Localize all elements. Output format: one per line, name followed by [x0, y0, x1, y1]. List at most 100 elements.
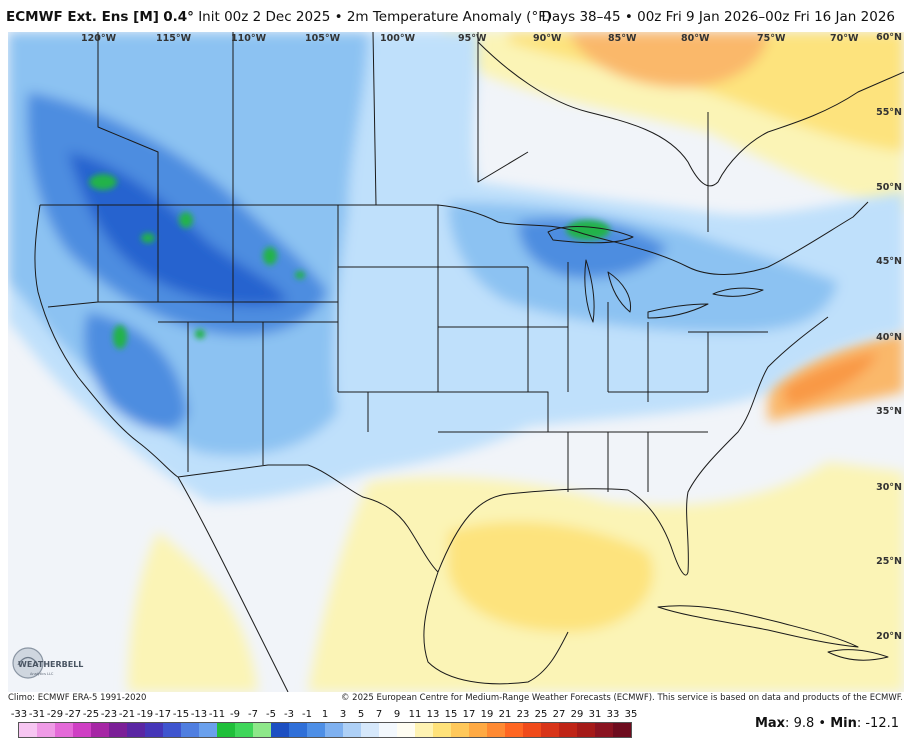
color-scale-swatch — [379, 723, 397, 737]
lat-label-25n: 25°N — [876, 556, 902, 567]
min-value: -12.1 — [865, 716, 899, 731]
warm-hot-atlantic — [783, 352, 878, 407]
warm-anomaly-layer — [128, 32, 904, 692]
lon-label-75w: 75°W — [757, 33, 786, 44]
color-scale-label: -11 — [208, 709, 226, 720]
color-scale-swatch — [325, 723, 343, 737]
lat-label-30n: 30°N — [876, 482, 902, 493]
lon-label-100w: 100°W — [380, 33, 416, 44]
lat-label-45n: 45°N — [876, 256, 902, 267]
color-scale-label: -1 — [302, 709, 312, 720]
color-scale-swatch — [433, 723, 451, 737]
lon-label-85w: 85°W — [608, 33, 637, 44]
warm-core-hudson — [568, 32, 768, 88]
gulf-coast — [437, 316, 829, 576]
color-scale-swatch — [505, 723, 523, 737]
color-scale-swatch — [577, 723, 595, 737]
color-scale-label: -29 — [46, 709, 64, 720]
color-scale-swatch — [451, 723, 469, 737]
color-scale-label: 27 — [552, 709, 566, 720]
color-scale-label: 11 — [408, 709, 422, 720]
color-scale-swatch — [145, 723, 163, 737]
us-canada-border — [40, 201, 869, 275]
color-scale-label: 31 — [588, 709, 602, 720]
color-scale-label: -25 — [82, 709, 100, 720]
color-scale-swatch — [559, 723, 577, 737]
lon-label-105w: 105°W — [305, 33, 341, 44]
extreme-cold-layer — [89, 174, 610, 349]
color-scale-label: 1 — [321, 709, 329, 720]
color-scale-swatch — [307, 723, 325, 737]
color-scale-label: -31 — [28, 709, 46, 720]
color-scale-label: 29 — [570, 709, 584, 720]
max-min-stats: Max: 9.8 • Min: -12.1 — [754, 716, 899, 731]
logo-subtext: Analytics LLC — [30, 672, 54, 676]
color-scale-swatch — [595, 723, 613, 737]
map-canvas — [8, 32, 904, 692]
color-scale-label: -33 — [10, 709, 28, 720]
min-label: Min — [830, 716, 857, 731]
cold-deep-basin — [84, 312, 188, 431]
warm-core-gulf — [448, 521, 654, 632]
model-resolution: 0.4° — [163, 9, 194, 25]
lon-label-120w: 120°W — [81, 33, 117, 44]
lat-label-60n: 60°N — [876, 32, 902, 43]
lon-label-80w: 80°W — [681, 33, 710, 44]
lon-label-110w: 110°W — [231, 33, 267, 44]
color-scale-label: 13 — [426, 709, 440, 720]
extreme-cold-oregon — [141, 233, 155, 243]
mexico-coast — [177, 476, 569, 692]
color-scale-swatch — [235, 723, 253, 737]
extreme-cold-utah — [195, 329, 205, 339]
color-scale-swatch — [109, 723, 127, 737]
color-scale-label: -17 — [154, 709, 172, 720]
color-scale-label: -27 — [64, 709, 82, 720]
footer: Climo: ECMWF ERA-5 1991-2020 © 2025 Euro… — [0, 692, 913, 706]
color-scale-swatch — [613, 723, 631, 737]
color-scale-swatch — [163, 723, 181, 737]
color-scale-label: 7 — [375, 709, 383, 720]
color-scale-label: -15 — [172, 709, 190, 720]
color-scale-swatch — [73, 723, 91, 737]
hispaniola-coast — [827, 649, 889, 661]
extreme-cold-cascades — [89, 174, 117, 190]
model-details: Init 00z 2 Dec 2025 • 2m Temperature Ano… — [198, 9, 552, 25]
color-scale-label: 9 — [393, 709, 401, 720]
color-scale-swatch — [199, 723, 217, 737]
color-scale-label: 19 — [480, 709, 494, 720]
color-scale-label: -7 — [248, 709, 258, 720]
temperature-anomaly-map: 120°W 115°W 110°W 105°W 100°W 95°W 90°W … — [8, 32, 904, 692]
cold-deep-superior — [518, 218, 668, 279]
max-value: 9.8 — [793, 716, 815, 731]
lon-label-115w: 115°W — [156, 33, 192, 44]
canada-provinces — [97, 32, 709, 232]
model-name: ECMWF Ext. Ens [M] — [6, 9, 159, 25]
color-scale-label: -23 — [100, 709, 118, 720]
lon-label-90w: 90°W — [533, 33, 562, 44]
extreme-cold-montana — [295, 271, 305, 279]
copyright-note: © 2025 European Centre for Medium-Range … — [340, 693, 903, 703]
us-state-lines — [47, 205, 768, 492]
color-scale-label: 33 — [606, 709, 620, 720]
color-scale-label: 15 — [444, 709, 458, 720]
map-title: ECMWF Ext. Ens [M] 0.4° Init 00z 2 Dec 2… — [6, 9, 551, 25]
color-scale-label: 3 — [339, 709, 347, 720]
color-scale-swatch — [55, 723, 73, 737]
color-scale-swatch — [271, 723, 289, 737]
lat-label-55n: 55°N — [876, 107, 902, 118]
color-scale-swatch — [127, 723, 145, 737]
warm-area-mexico-pacific — [128, 532, 258, 692]
color-scale-label: -21 — [118, 709, 136, 720]
color-scale-label: -3 — [284, 709, 294, 720]
color-scale-swatch — [181, 723, 199, 737]
color-scale-swatch — [541, 723, 559, 737]
us-mexico-border — [177, 464, 439, 573]
color-scale-swatch — [469, 723, 487, 737]
color-scale-label: 25 — [534, 709, 548, 720]
color-scale-label: -5 — [266, 709, 276, 720]
lat-label-40n: 40°N — [876, 332, 902, 343]
hudson-bay-coast — [477, 41, 904, 187]
lat-label-20n: 20°N — [876, 631, 902, 642]
lat-label-50n: 50°N — [876, 182, 902, 193]
color-scale-label: -19 — [136, 709, 154, 720]
